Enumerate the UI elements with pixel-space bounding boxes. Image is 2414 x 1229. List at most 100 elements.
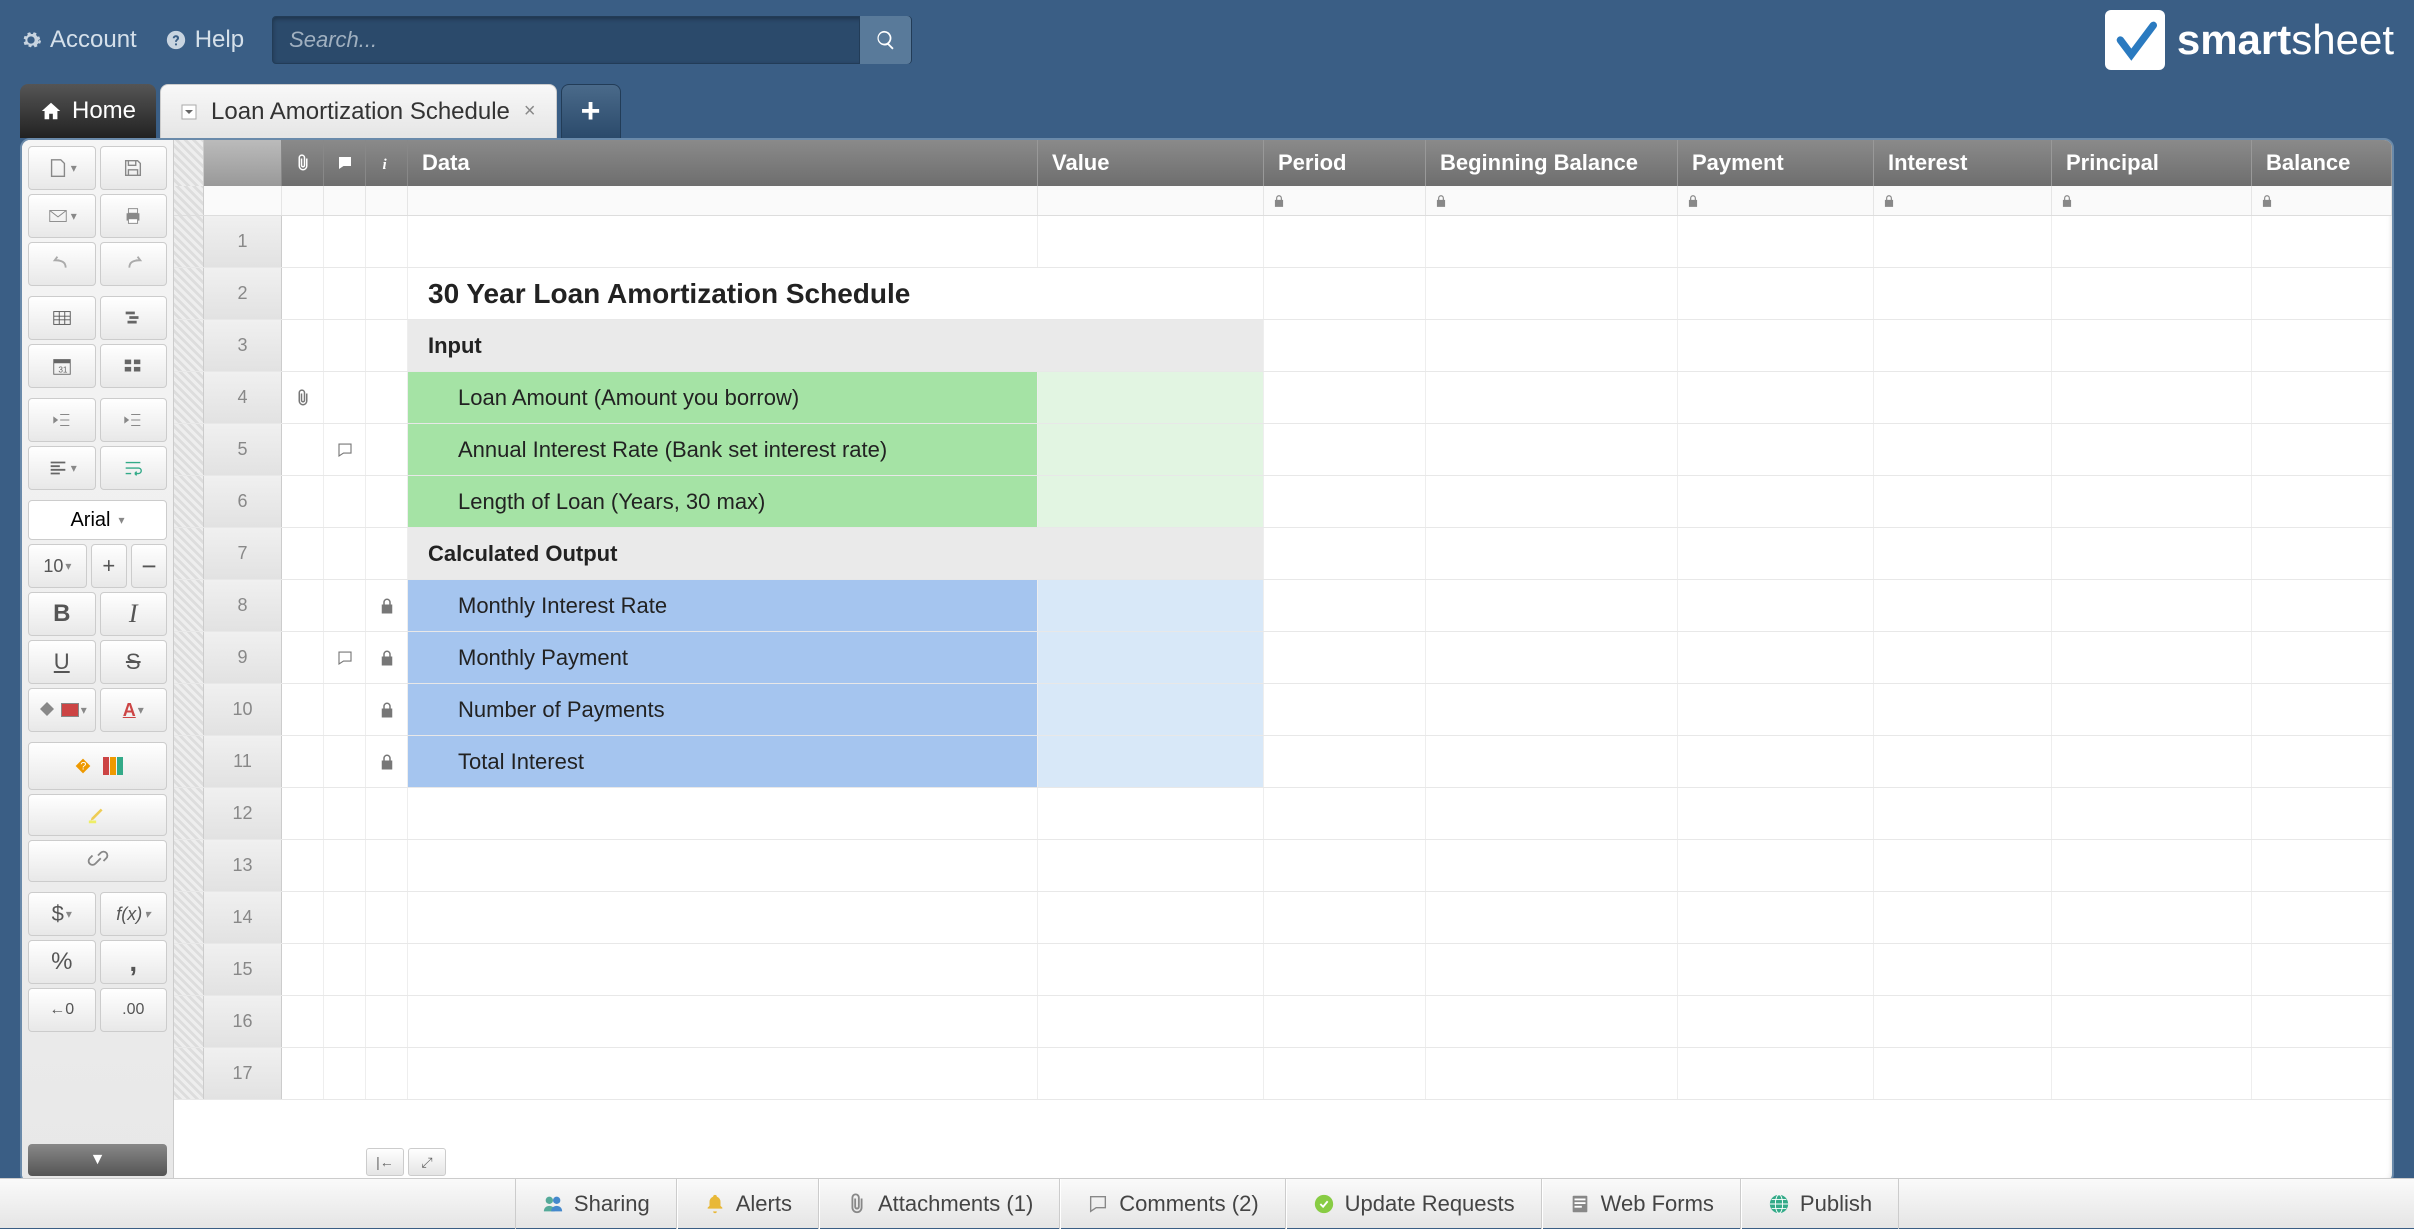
table-row[interactable]: 17 [174, 1048, 2392, 1100]
col-attachment-icon[interactable] [282, 140, 324, 186]
text-color-button[interactable]: A▾ [100, 688, 168, 732]
footer-comments[interactable]: Comments (2) [1060, 1179, 1285, 1229]
italic-button[interactable]: I [100, 592, 168, 636]
tab-sheet[interactable]: Loan Amortization Schedule × [160, 84, 557, 138]
footer-attachments[interactable]: Attachments (1) [819, 1179, 1060, 1229]
gantt-view-button[interactable] [100, 296, 168, 340]
table-row[interactable]: 3 Input [174, 320, 2392, 372]
table-row[interactable]: 4 Loan Amount (Amount you borrow) [174, 372, 2392, 424]
row-number[interactable]: 15 [204, 944, 282, 995]
corner-cell[interactable] [204, 140, 282, 186]
percent-button[interactable]: % [28, 940, 96, 984]
col-interest[interactable]: Interest [1874, 140, 2052, 186]
table-row[interactable]: 2 30 Year Loan Amortization Schedule [174, 268, 2392, 320]
formula-button[interactable]: f(x)▾ [100, 892, 168, 936]
dec-dec-button[interactable]: .00 [100, 988, 168, 1032]
font-inc-button[interactable]: + [91, 544, 127, 588]
row-number[interactable]: 10 [204, 684, 282, 735]
card-view-button[interactable] [100, 344, 168, 388]
row-number[interactable]: 12 [204, 788, 282, 839]
link-button[interactable] [28, 840, 167, 882]
col-payment[interactable]: Payment [1678, 140, 1874, 186]
table-row[interactable]: 13 [174, 840, 2392, 892]
col-period[interactable]: Period [1264, 140, 1426, 186]
highlight-button[interactable] [28, 794, 167, 836]
table-row[interactable]: 1 [174, 216, 2392, 268]
undo-button[interactable] [28, 242, 96, 286]
table-row[interactable]: 7 Calculated Output [174, 528, 2392, 580]
save-disk-button[interactable] [100, 146, 168, 190]
tab-close-icon[interactable]: × [524, 100, 536, 123]
row-number[interactable]: 7 [204, 528, 282, 579]
strike-button[interactable]: S [100, 640, 168, 684]
tab-home[interactable]: Home [20, 84, 156, 138]
font-size-select[interactable]: 10▾ [28, 544, 87, 588]
table-row[interactable]: 14 [174, 892, 2392, 944]
table-row[interactable]: 12 [174, 788, 2392, 840]
row-number[interactable]: 8 [204, 580, 282, 631]
col-balance[interactable]: Balance [2252, 140, 2392, 186]
table-row[interactable]: 8 Monthly Interest Rate [174, 580, 2392, 632]
table-row[interactable]: 10 Number of Payments [174, 684, 2392, 736]
row-number[interactable]: 3 [204, 320, 282, 371]
grid-view-button[interactable] [28, 296, 96, 340]
font-dec-button[interactable]: − [131, 544, 167, 588]
row-number[interactable]: 2 [204, 268, 282, 319]
row-number[interactable]: 13 [204, 840, 282, 891]
goto-start-button[interactable]: |← [366, 1148, 404, 1176]
col-beg-bal[interactable]: Beginning Balance [1426, 140, 1678, 186]
table-row[interactable]: 9 Monthly Payment [174, 632, 2392, 684]
footer-webforms[interactable]: Web Forms [1542, 1179, 1741, 1229]
row-number[interactable]: 16 [204, 996, 282, 1047]
thousands-button[interactable]: , [100, 940, 168, 984]
tab-dropdown-icon[interactable] [181, 104, 197, 120]
table-row[interactable]: 5 Annual Interest Rate (Bank set interes… [174, 424, 2392, 476]
footer-sharing[interactable]: Sharing [515, 1179, 677, 1229]
cond-format-button[interactable]: ? [28, 742, 167, 790]
mail-button[interactable]: ▾ [28, 194, 96, 238]
toolbar-more-button[interactable]: ▼ [28, 1144, 167, 1176]
col-value[interactable]: Value [1038, 140, 1264, 186]
save-button[interactable]: ▾ [28, 146, 96, 190]
outdent-button[interactable] [28, 398, 96, 442]
table-row[interactable]: 11 Total Interest [174, 736, 2392, 788]
calendar-view-button[interactable]: 31 [28, 344, 96, 388]
underline-button[interactable]: U [28, 640, 96, 684]
row-number[interactable]: 4 [204, 372, 282, 423]
row-number[interactable]: 9 [204, 632, 282, 683]
expand-button[interactable]: ⤢ [408, 1148, 446, 1176]
tab-add[interactable]: + [561, 84, 621, 138]
footer-updates[interactable]: Update Requests [1286, 1179, 1542, 1229]
wrap-button[interactable] [100, 446, 168, 490]
search-button[interactable] [859, 16, 911, 64]
col-info-icon[interactable] [366, 140, 408, 186]
align-button[interactable]: ▾ [28, 446, 96, 490]
account-link[interactable]: Account [20, 26, 137, 54]
table-row[interactable]: 6 Length of Loan (Years, 30 max) [174, 476, 2392, 528]
fill-color-button[interactable]: ▾ [28, 688, 96, 732]
bold-button[interactable]: B [28, 592, 96, 636]
dec-inc-button[interactable]: ←0 [28, 988, 96, 1032]
footer-publish[interactable]: Publish [1741, 1179, 1899, 1229]
help-link[interactable]: Help [165, 26, 244, 54]
col-comment-icon[interactable] [324, 140, 366, 186]
indent-button[interactable] [100, 398, 168, 442]
search-input[interactable] [273, 27, 859, 53]
currency-button[interactable]: $▾ [28, 892, 96, 936]
form-icon [1569, 1193, 1591, 1215]
row-number[interactable]: 11 [204, 736, 282, 787]
footer-alerts[interactable]: Alerts [677, 1179, 819, 1229]
table-row[interactable]: 15 [174, 944, 2392, 996]
font-family-select[interactable]: Arial▾ [28, 500, 167, 540]
print-button[interactable] [100, 194, 168, 238]
row-number[interactable]: 1 [204, 216, 282, 267]
row-number[interactable]: 17 [204, 1048, 282, 1099]
row-number[interactable]: 6 [204, 476, 282, 527]
table-row[interactable]: 16 [174, 996, 2392, 1048]
card-icon [122, 355, 144, 377]
col-principal[interactable]: Principal [2052, 140, 2252, 186]
col-data[interactable]: Data [408, 140, 1038, 186]
row-number[interactable]: 5 [204, 424, 282, 475]
redo-button[interactable] [100, 242, 168, 286]
row-number[interactable]: 14 [204, 892, 282, 943]
